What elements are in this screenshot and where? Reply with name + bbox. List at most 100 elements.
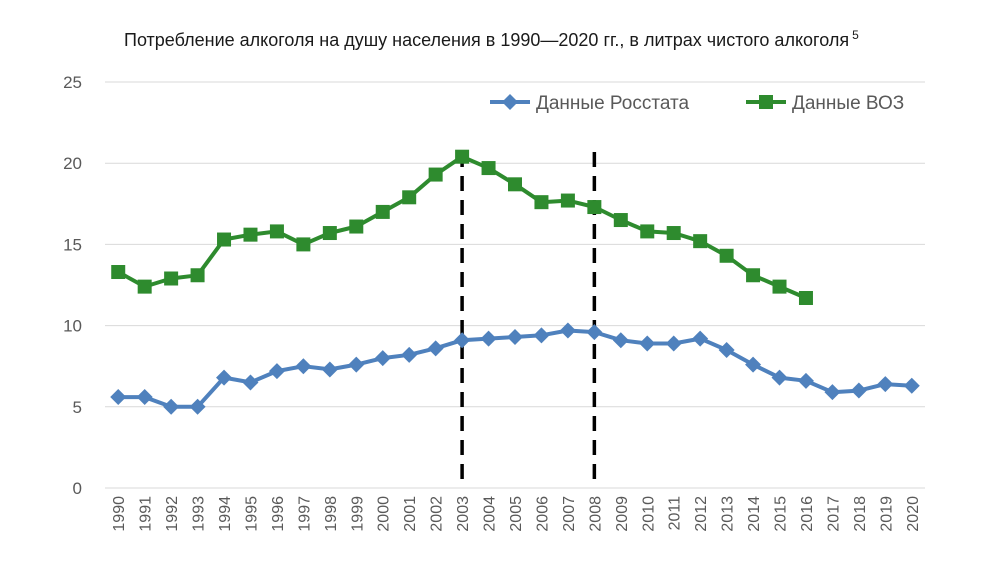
x-tick-label: 2012 <box>693 496 710 532</box>
data-point <box>612 332 629 349</box>
x-tick-label: 1992 <box>164 496 181 532</box>
series-group <box>110 149 920 415</box>
legend-label: Данные ВОЗ <box>792 93 904 114</box>
data-point <box>746 268 761 283</box>
x-tick-label: 2001 <box>402 496 419 532</box>
data-point <box>402 190 417 205</box>
x-tick-label: 2019 <box>878 496 895 532</box>
data-point <box>375 204 390 219</box>
data-point <box>216 369 233 386</box>
y-tick-label: 20 <box>63 154 82 173</box>
x-tick-label: 2008 <box>587 496 604 532</box>
data-point <box>110 389 127 406</box>
data-point <box>427 340 444 357</box>
data-point <box>374 350 391 367</box>
x-tick-label: 1994 <box>217 496 234 532</box>
data-point <box>533 327 550 344</box>
x-tick-label: 1993 <box>191 496 208 532</box>
data-point <box>189 398 206 415</box>
data-point <box>295 358 312 375</box>
x-tick-label: 1991 <box>138 496 155 532</box>
data-point <box>163 398 180 415</box>
data-point <box>692 330 709 347</box>
x-tick-label: 2017 <box>825 496 842 532</box>
series-2 <box>111 149 813 305</box>
data-point <box>719 248 734 263</box>
data-point <box>771 369 788 386</box>
x-tick-label: 2018 <box>852 496 869 532</box>
legend-label: Данные Росстата <box>536 93 689 114</box>
data-point <box>559 322 576 339</box>
data-point <box>797 372 814 389</box>
x-tick-label: 2004 <box>482 496 499 532</box>
chart-title-footnote: 5 <box>852 28 859 42</box>
chart-title: Потребление алкоголя на душу населения в… <box>124 28 859 50</box>
data-point <box>693 234 708 249</box>
x-tick-label: 2014 <box>746 496 763 532</box>
x-tick-label: 2016 <box>799 496 816 532</box>
data-point <box>586 324 603 341</box>
y-tick-label: 5 <box>73 398 82 417</box>
y-tick-label: 10 <box>63 317 82 336</box>
data-point <box>481 161 496 176</box>
data-point <box>455 149 470 164</box>
data-point <box>718 341 735 358</box>
data-point <box>798 290 813 305</box>
data-point <box>560 193 575 208</box>
x-axis-ticks: 1990 1991 1992 1993 1994 1995 1996 1997 1998 1999… <box>111 496 922 532</box>
data-point <box>322 226 337 241</box>
data-point <box>111 265 126 280</box>
legend-item-2: Данные ВОЗ <box>746 93 904 114</box>
data-point <box>534 195 549 210</box>
data-point <box>850 382 867 399</box>
legend-marker <box>502 94 518 110</box>
data-point <box>824 384 841 401</box>
x-tick-label: 1997 <box>296 496 313 532</box>
x-tick-label: 2013 <box>720 496 737 532</box>
x-tick-label: 1995 <box>243 496 260 532</box>
y-tick-label: 0 <box>73 479 82 498</box>
legend-marker <box>759 95 773 109</box>
data-point <box>321 361 338 378</box>
data-point <box>745 356 762 373</box>
data-point <box>243 227 258 242</box>
data-point <box>454 332 471 349</box>
y-tick-label: 25 <box>63 73 82 92</box>
x-tick-label: 2009 <box>614 496 631 532</box>
data-point <box>587 200 602 215</box>
x-tick-label: 1996 <box>270 496 287 532</box>
data-point <box>772 279 787 294</box>
data-point <box>480 330 497 347</box>
data-point <box>508 177 522 192</box>
data-point <box>296 237 311 252</box>
data-point <box>639 335 656 352</box>
legend: Данные Росстата Данные ВОЗ <box>490 93 904 114</box>
chart-title-text: Потребление алкоголя на душу населения в… <box>124 30 849 50</box>
x-tick-label: 2011 <box>667 496 684 531</box>
y-tick-label: 15 <box>63 235 82 254</box>
data-point <box>242 374 259 391</box>
x-tick-label: 2006 <box>534 496 551 532</box>
x-tick-label: 1990 <box>111 496 128 532</box>
data-point <box>877 376 894 393</box>
series-1 <box>110 322 920 415</box>
x-tick-label: 2007 <box>561 496 578 532</box>
data-point <box>136 389 153 406</box>
data-point <box>164 271 179 286</box>
x-tick-label: 2015 <box>773 496 790 532</box>
data-point <box>507 328 523 345</box>
x-tick-label: 1999 <box>349 496 366 532</box>
x-tick-label: 1998 <box>323 496 340 532</box>
data-point <box>217 232 232 247</box>
x-tick-label: 2010 <box>640 496 657 532</box>
data-point <box>269 224 284 239</box>
x-tick-label: 2002 <box>429 496 446 532</box>
data-point <box>190 268 205 283</box>
grid-lines <box>105 81 925 489</box>
data-point <box>268 363 285 380</box>
x-tick-label: 2003 <box>455 496 472 532</box>
data-point <box>137 279 152 294</box>
data-point <box>349 219 364 234</box>
data-point <box>903 377 920 394</box>
